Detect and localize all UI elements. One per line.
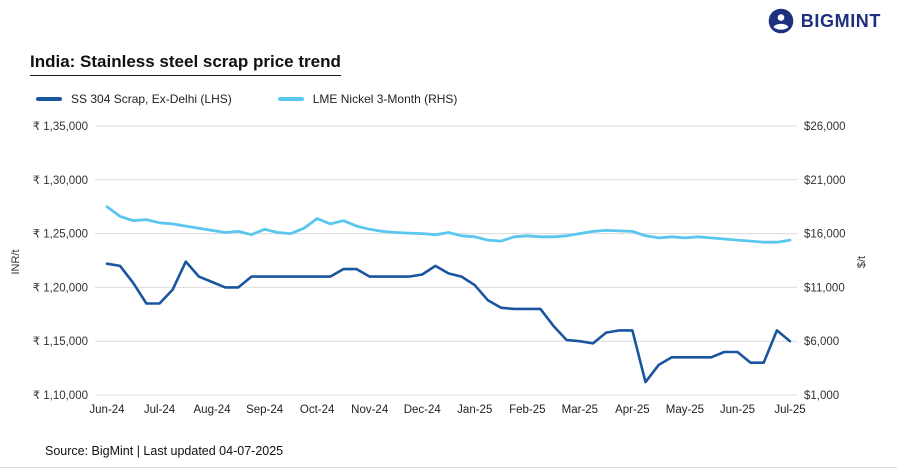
legend-label-nickel: LME Nickel 3-Month (RHS) <box>312 92 458 106</box>
right-axis-tick-label: $6,000 <box>804 336 839 348</box>
legend-swatch-nickel <box>277 97 304 101</box>
legend-item-ss304: SS 304 Scrap, Ex-Delhi (LHS) <box>36 92 232 106</box>
right-axis-unit-label: $/t <box>856 255 868 269</box>
bigmint-logo-text: BIGMINT <box>800 10 881 31</box>
right-axis-tick-label: $21,000 <box>804 175 846 187</box>
x-axis-tick-label: Jun-24 <box>89 404 125 416</box>
source-note: Source: BigMint | Last updated 04-07-202… <box>45 444 284 458</box>
x-axis-tick-label: Jul-24 <box>144 404 176 416</box>
right-axis-tick-label: $11,000 <box>804 282 845 294</box>
left-axis-tick-label: ₹ 1,10,000 <box>33 390 88 402</box>
bigmint-logo: BIGMINT <box>768 8 881 34</box>
right-axis-tick-label: $16,000 <box>804 229 846 241</box>
legend-item-nickel: LME Nickel 3-Month (RHS) <box>277 92 458 106</box>
x-axis-tick-label: Jan-25 <box>457 404 492 416</box>
left-axis-tick-label: ₹ 1,25,000 <box>33 229 88 241</box>
x-axis-tick-label: Jun-25 <box>720 404 755 416</box>
x-axis-tick-label: May-25 <box>666 404 704 416</box>
right-axis-tick-label: $26,000 <box>804 121 846 133</box>
x-axis-tick-label: Mar-25 <box>562 404 598 416</box>
left-axis-unit-label: INR/t <box>10 249 22 275</box>
x-axis-tick-label: Nov-24 <box>351 404 389 416</box>
left-axis-tick-label: ₹ 1,35,000 <box>33 121 88 133</box>
bottom-divider <box>0 467 897 468</box>
right-axis-tick-label: $1,000 <box>804 390 839 402</box>
price-trend-chart: ₹ 1,10,000 $1,000 ₹ 1,15,000 $6,000 ₹ 1,20,0… <box>33 121 846 416</box>
x-axis-tick-label: Aug-24 <box>194 404 232 416</box>
bigmint-logo-icon <box>768 8 794 34</box>
x-axis-tick-label: Jul-25 <box>774 404 805 416</box>
left-axis-tick-label: ₹ 1,30,000 <box>33 175 88 187</box>
chart-legend: SS 304 Scrap, Ex-Delhi (LHS) LME Nickel … <box>36 92 457 106</box>
x-axis-tick-label: Dec-24 <box>404 404 442 416</box>
legend-swatch-ss304 <box>36 97 62 101</box>
legend-label-ss304: SS 304 Scrap, Ex-Delhi (LHS) <box>71 92 232 106</box>
series-line-lme-nickel <box>105 205 792 244</box>
x-axis-tick-label: Sep-24 <box>246 404 284 416</box>
series-line-ss304-scrap <box>105 260 792 384</box>
x-axis-tick-label: Oct-24 <box>300 404 335 416</box>
left-axis-tick-label: ₹ 1,15,000 <box>33 336 88 348</box>
x-axis-tick-label: Apr-25 <box>615 404 650 416</box>
chart-title: India: Stainless steel scrap price trend <box>30 52 341 76</box>
left-axis-tick-label: ₹ 1,20,000 <box>33 282 88 294</box>
x-axis-tick-label: Feb-25 <box>509 404 545 416</box>
